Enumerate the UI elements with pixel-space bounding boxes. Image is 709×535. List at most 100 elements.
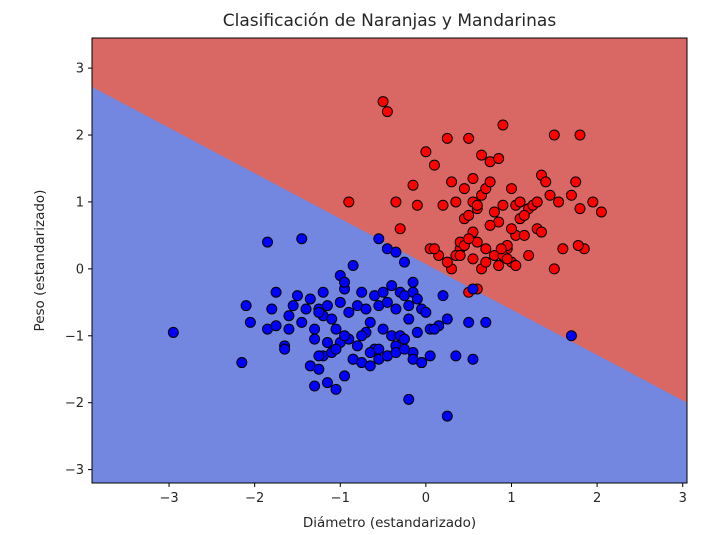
data-point-series-2 [390, 303, 402, 315]
data-point-series-2 [339, 330, 351, 342]
data-point-series-2 [313, 363, 325, 375]
data-point-series-2 [373, 343, 385, 355]
data-point-series-2 [356, 286, 368, 298]
data-point-series-1 [518, 229, 530, 241]
y-tick-label: −3 [65, 463, 84, 478]
data-point-series-2 [356, 330, 368, 342]
data-point-series-2 [403, 393, 415, 405]
data-point-series-1 [480, 256, 492, 268]
data-point-series-1 [463, 132, 475, 144]
data-point-series-1 [420, 146, 432, 158]
data-point-series-2 [309, 323, 321, 335]
data-point-series-2 [411, 293, 423, 305]
data-point-series-1 [463, 233, 475, 245]
data-point-series-2 [467, 283, 479, 295]
data-point-series-1 [458, 183, 470, 195]
data-point-series-2 [270, 286, 282, 298]
data-point-series-1 [505, 223, 517, 235]
data-point-series-2 [364, 360, 376, 372]
data-point-series-2 [313, 350, 325, 362]
data-point-series-1 [501, 253, 513, 265]
data-point-series-1 [467, 253, 479, 265]
data-point-series-2 [283, 323, 295, 335]
data-point-series-2 [334, 296, 346, 308]
data-point-series-1 [587, 196, 599, 208]
data-point-series-2 [326, 313, 338, 325]
data-point-series-1 [484, 176, 496, 188]
data-point-series-2 [398, 333, 410, 345]
data-point-series-2 [377, 286, 389, 298]
y-tick-label: 0 [76, 262, 84, 277]
data-point-series-1 [544, 189, 556, 201]
data-points [167, 96, 607, 422]
data-point-series-2 [467, 353, 479, 365]
data-point-series-2 [300, 303, 312, 315]
data-point-series-2 [304, 293, 316, 305]
data-point-series-1 [495, 243, 507, 255]
plot-frame [91, 37, 688, 484]
data-point-series-1 [493, 152, 505, 164]
data-point-series-2 [437, 290, 449, 302]
data-point-series-2 [386, 280, 398, 292]
data-point-series-1 [407, 179, 419, 191]
data-point-series-2 [321, 300, 333, 312]
data-point-series-2 [403, 313, 415, 325]
data-point-series-1 [565, 189, 577, 201]
data-point-series-2 [377, 323, 389, 335]
y-axis-label: Peso (estandarizado) [32, 190, 48, 332]
data-point-series-1 [497, 119, 509, 131]
data-point-series-2 [407, 276, 419, 288]
data-point-series-2 [390, 246, 402, 258]
y-tick-label: 3 [76, 62, 84, 77]
y-axis-ticks: −3 −2 −1 0 1 2 3 [65, 62, 92, 478]
data-point-series-2 [321, 336, 333, 348]
data-point-series-1 [428, 243, 440, 255]
data-point-series-2 [279, 343, 291, 355]
data-point-series-1 [523, 249, 535, 261]
data-point-series-2 [480, 316, 492, 328]
data-point-series-1 [463, 209, 475, 221]
data-point-series-2 [309, 333, 321, 345]
data-point-series-2 [339, 370, 351, 382]
data-point-series-2 [330, 383, 342, 395]
y-tick-label: 1 [76, 195, 84, 210]
x-axis-label: Diámetro (estandarizado) [303, 515, 476, 531]
data-point-series-2 [313, 306, 325, 318]
data-point-series-2 [309, 380, 321, 392]
data-point-series-1 [510, 260, 522, 272]
data-point-series-2 [266, 303, 278, 315]
data-point-series-2 [270, 320, 282, 332]
data-point-series-2 [262, 236, 274, 248]
data-point-series-2 [330, 343, 342, 355]
data-point-series-1 [441, 256, 453, 268]
data-point-series-2 [411, 326, 423, 338]
data-point-series-2 [330, 323, 342, 335]
data-point-series-2 [463, 316, 475, 328]
data-point-series-2 [416, 357, 428, 369]
data-point-series-1 [557, 243, 569, 255]
x-tick-label: 3 [679, 491, 687, 506]
data-point-series-1 [505, 183, 517, 195]
data-point-series-1 [574, 203, 586, 215]
data-point-series-2 [291, 290, 303, 302]
data-point-series-2 [450, 350, 462, 362]
data-point-series-2 [347, 260, 359, 272]
data-point-series-1 [437, 199, 449, 211]
data-point-series-2 [373, 233, 385, 245]
data-point-series-2 [441, 313, 453, 325]
data-point-series-2 [321, 377, 333, 389]
data-point-series-2 [424, 350, 436, 362]
data-point-series-1 [446, 176, 458, 188]
data-point-series-1 [476, 149, 488, 161]
data-point-series-1 [540, 176, 552, 188]
data-point-series-1 [493, 260, 505, 272]
y-tick-label: −1 [65, 329, 84, 344]
data-point-series-2 [398, 256, 410, 268]
data-point-series-2 [343, 306, 355, 318]
data-point-series-2 [381, 296, 393, 308]
data-point-series-2 [296, 316, 308, 328]
data-point-series-1 [428, 159, 440, 171]
x-tick-label: −2 [245, 491, 264, 506]
data-point-series-1 [467, 173, 479, 185]
